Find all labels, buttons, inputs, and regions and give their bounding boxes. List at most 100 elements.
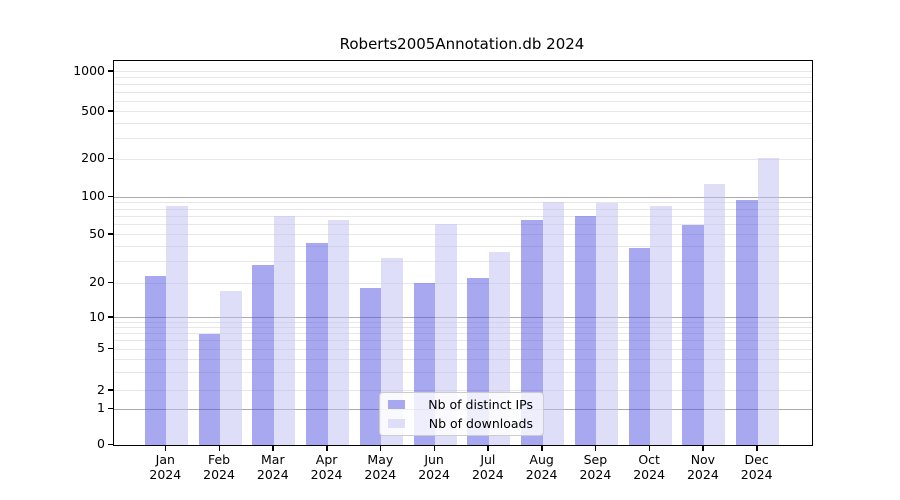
x-tick-year: 2024 <box>579 467 612 482</box>
gridline-minor <box>114 234 812 236</box>
y-tick-label: 100 <box>81 188 105 203</box>
x-tick <box>326 445 328 451</box>
y-tick-label: 500 <box>81 102 105 118</box>
x-tick-label: May 2024 <box>348 452 412 482</box>
legend-label-downloads: Nb of downloads <box>428 416 533 431</box>
x-tick-label: Jun 2024 <box>402 452 466 482</box>
y-tick <box>108 316 113 318</box>
bar-ips-sep <box>574 216 597 445</box>
legend-swatch-downloads <box>388 419 405 428</box>
gridline-minor <box>114 84 812 86</box>
x-tick-label: Nov 2024 <box>671 452 735 482</box>
chart-title: Roberts2005Annotation.db 2024 <box>339 35 585 53</box>
gridline-minor <box>114 348 812 350</box>
bar-ips-mar <box>252 265 274 445</box>
x-tick-year: 2024 <box>740 467 773 482</box>
bar-ips-nov <box>682 224 704 445</box>
x-tick-month: Aug <box>529 452 554 467</box>
gridline-minor <box>114 358 812 360</box>
y-tick <box>108 389 113 391</box>
x-tick-month: Jun <box>424 452 444 467</box>
bar-downloads-oct <box>650 206 672 445</box>
gridline-minor <box>114 91 812 93</box>
x-tick-year: 2024 <box>256 467 289 482</box>
x-tick <box>594 445 597 451</box>
x-tick-year: 2024 <box>418 467 450 482</box>
gridline-minor <box>114 333 812 335</box>
bar-downloads-jan <box>166 205 188 445</box>
y-tick-label: 5 <box>97 340 105 355</box>
x-tick <box>379 445 382 451</box>
x-tick-year: 2024 <box>525 467 558 482</box>
bar-downloads-apr <box>327 220 350 445</box>
y-tick <box>108 347 113 349</box>
x-tick-year: 2024 <box>203 467 235 482</box>
x-tick-year: 2024 <box>686 467 719 482</box>
x-tick <box>702 445 704 451</box>
y-tick-label: 50 <box>89 225 105 241</box>
x-tick-month: Sep <box>583 452 608 467</box>
x-tick-month: Nov <box>690 452 716 467</box>
x-tick-month: Feb <box>207 452 231 467</box>
x-tick-month: Oct <box>638 452 660 467</box>
y-tick <box>108 407 113 409</box>
y-tick <box>108 281 113 283</box>
x-tick-label: Sep 2024 <box>563 452 627 482</box>
gridline-minor <box>114 390 812 391</box>
y-tick-label: 0 <box>97 436 105 451</box>
gridline-minor <box>114 111 812 113</box>
y-tick <box>108 110 113 112</box>
bar-ips-oct <box>628 247 651 445</box>
gridline-minor <box>114 340 812 342</box>
x-tick-label: Oct 2024 <box>617 452 681 482</box>
x-tick-month: Dec <box>744 452 769 467</box>
x-tick-month: Jul <box>480 452 496 467</box>
x-tick <box>648 445 651 451</box>
gridline-minor <box>114 321 812 323</box>
bar-ips-apr <box>306 242 328 445</box>
bar-ips-aug <box>521 220 543 445</box>
gridline-minor <box>114 202 812 204</box>
legend-item-downloads: Nb of downloads <box>380 416 543 432</box>
legend: Nb of distinct IPs Nb of downloads <box>379 392 544 436</box>
x-tick <box>218 445 221 451</box>
bar-downloads-aug <box>542 202 565 445</box>
x-tick-label: Mar 2024 <box>241 452 305 482</box>
gridline-minor <box>114 100 812 102</box>
x-tick <box>272 445 274 451</box>
gridline-minor <box>114 261 812 263</box>
bar-downloads-nov <box>703 184 726 445</box>
x-tick <box>756 445 758 451</box>
y-tick-label: 2 <box>97 381 105 397</box>
legend-label-distinct-ips: Nb of distinct IPs <box>428 397 533 412</box>
x-tick-label: Dec 2024 <box>725 452 789 482</box>
gridline-minor <box>114 282 812 284</box>
x-tick-year: 2024 <box>310 467 343 482</box>
bar-downloads-sep <box>596 203 618 445</box>
bar-downloads-dec <box>757 158 780 445</box>
y-tick <box>108 70 113 72</box>
bar-downloads-feb <box>220 291 242 445</box>
bar-ips-may <box>359 288 382 445</box>
x-tick <box>433 445 436 451</box>
x-tick-year: 2024 <box>633 467 666 482</box>
gridline-minor <box>114 208 812 210</box>
gridline-minor <box>114 215 812 217</box>
x-tick-year: 2024 <box>471 467 504 482</box>
gridline-minor <box>114 371 812 373</box>
y-tick-label: 1000 <box>73 62 105 78</box>
y-tick <box>108 443 113 445</box>
y-tick <box>108 195 113 197</box>
x-tick-month: Apr <box>315 452 338 467</box>
x-tick-month: May <box>367 452 394 467</box>
x-tick-label: Feb 2024 <box>187 452 251 482</box>
x-tick <box>541 445 543 451</box>
x-tick-year: 2024 <box>149 467 182 482</box>
x-tick-label: Jul 2024 <box>456 452 520 482</box>
plot-area <box>113 60 813 446</box>
gridline-minor <box>114 158 812 160</box>
legend-swatch-distinct-ips <box>388 400 405 409</box>
y-tick <box>108 233 113 235</box>
x-tick-label: Jan 2024 <box>133 452 197 482</box>
